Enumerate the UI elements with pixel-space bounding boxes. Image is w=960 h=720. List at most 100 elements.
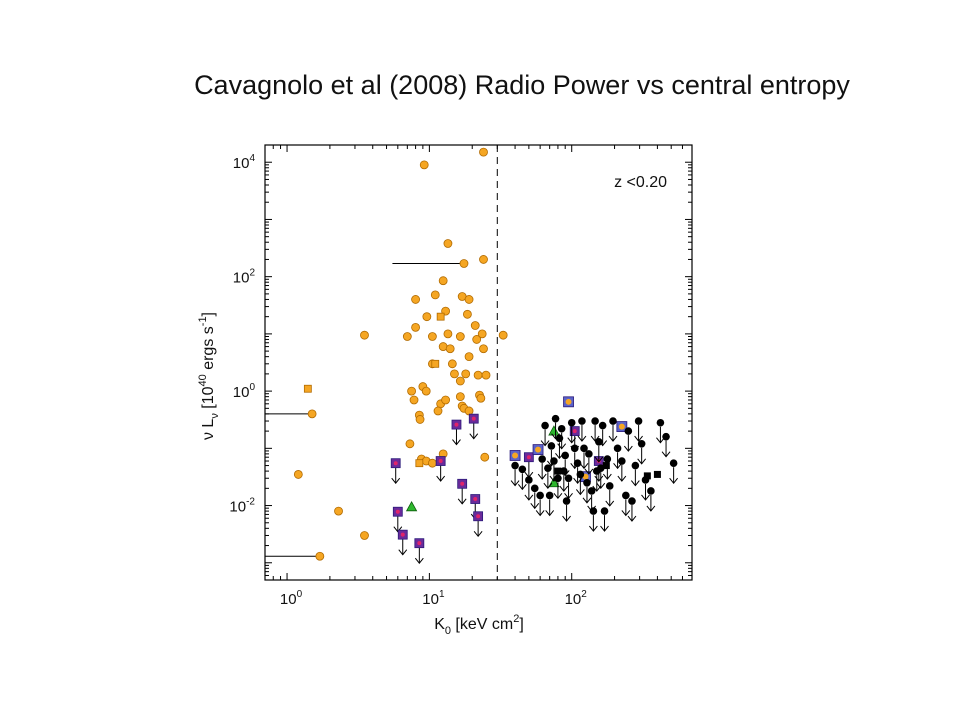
orange-square-point [415,459,424,468]
black-circle-point [605,482,614,490]
upper-limit-arrowhead [646,505,656,512]
purple-square-center [438,459,443,464]
orange-circle-point [470,321,480,330]
orange-circle-point [433,406,443,416]
data-points [265,147,679,564]
upper-limit-arrowhead [524,494,534,501]
orange-circle-point [411,322,420,332]
upper-limit-arrowhead [594,475,604,482]
orange-circle-point [463,309,472,319]
orange-circle-point [415,415,425,424]
upper-limit-arrowhead [598,440,608,447]
purple-square-center [417,541,422,546]
black-circle-point [561,451,570,460]
black-circle-point [656,418,665,427]
black-circle-point [585,450,593,458]
orange-circle-point [419,160,429,170]
orange-circle-point [464,352,474,362]
black-circle-point [603,455,612,463]
black-circle-point [580,444,588,453]
upper-limit-arrowhead [634,435,643,442]
black-circle-point [518,465,527,474]
black-circle-point [641,476,650,484]
orange-circle-point [450,369,459,379]
black-circle-point [550,457,558,465]
black-circle-point [618,457,626,465]
y-tick-label: 104 [233,153,256,172]
upper-limit-arrowhead [559,485,569,492]
black-circle-point [554,474,562,483]
y-tick-label: 10-2 [229,497,255,516]
blue-square-center [565,398,572,405]
upper-limit-arrowhead [436,475,446,482]
black-circle-point [631,461,640,470]
black-circle-point [545,491,554,500]
black-circle-point [544,464,552,472]
orange-circle-point [443,239,453,248]
orange-circle-point [411,295,420,304]
black-circle-point [567,418,576,427]
black-circle-point [578,417,586,425]
black-circle-point [662,432,670,441]
black-square-point [602,462,610,470]
axis-ticks: 100 101 102 10-2 100 102 104 [229,144,693,608]
upper-limit-arrowhead [613,463,622,470]
black-circle-point [600,507,609,515]
upper-limit-arrowhead [473,530,483,538]
upper-limit-arrowhead [560,470,570,477]
black-circle-point [624,427,633,435]
orange-circle-point [455,376,465,386]
orange-square-point [436,312,445,321]
orange-circle-point [307,409,317,419]
y-axis-label: ν Lν [1040 ergs s-1] [197,312,221,440]
upper-limit-arrowhead [567,437,577,444]
orange-circle-point [477,329,487,339]
upper-limit-arrowhead [577,435,587,442]
upper-limit-arrowhead [545,510,555,517]
upper-limit-arrowhead [414,557,424,564]
black-circle-point [541,421,549,430]
black-circle-point [628,497,636,505]
orange-circle-point [334,506,343,516]
upper-limit-arrowhead [579,463,589,470]
upper-limit-arrowhead [605,500,615,507]
x-tick-label: 101 [422,589,445,608]
orange-circle-point [479,147,488,157]
plot-frame [264,144,693,581]
upper-limit-arrowhead [469,433,479,440]
black-circle-point [560,467,568,475]
blue-square-center [618,423,625,430]
orange-circle-point [438,276,448,286]
upper-limit-arrowhead [457,498,467,505]
black-square-point [643,472,651,480]
orange-circle-point [461,369,471,379]
green-triangle-point [548,476,560,488]
orange-square-point [303,384,312,393]
black-circle-point [551,414,560,423]
upper-limit-arrowhead [623,445,633,452]
upper-limit-arrowhead [391,477,401,484]
upper-limit-arrowhead [564,492,573,500]
black-circle-point [591,417,599,425]
upper-limit-arrowhead [594,456,604,463]
upper-limit-arrowhead [553,492,563,500]
black-circle-point [613,444,622,453]
upper-limit-arrowhead [596,482,606,489]
upper-limit-arrowhead [656,437,665,444]
upper-limit-arrowhead [452,439,461,446]
orange-circle-point [441,395,450,405]
plot-border [264,144,693,581]
black-circle-point [525,476,533,484]
black-circle-point [609,417,617,425]
black-circle-point [637,440,646,448]
orange-circle-point [427,458,437,468]
orange-circle-point [472,335,482,344]
upper-limit-arrowhead [621,510,631,517]
orange-circle-point [360,330,369,340]
upper-limit-arrowhead [582,497,592,504]
chart-annotation: z <0.20 [614,174,667,191]
purple-square-center [393,461,398,466]
upper-limit-arrowhead [510,480,520,487]
black-square-point [554,467,562,475]
purple-square-center [473,497,478,502]
